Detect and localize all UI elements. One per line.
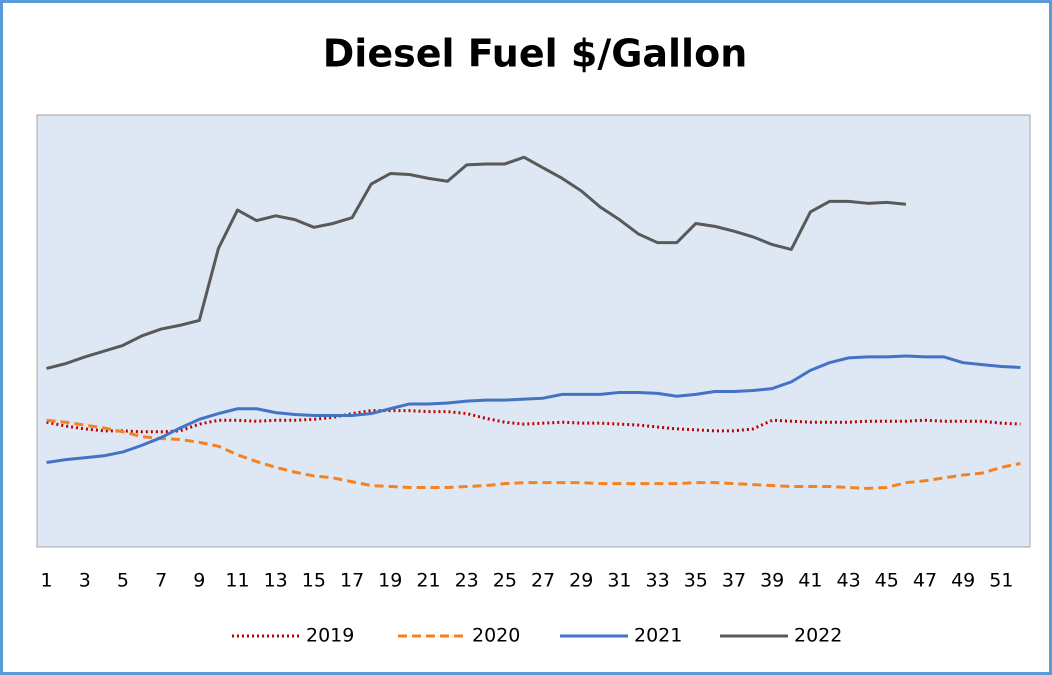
x-tick-label: 45 <box>875 570 899 592</box>
legend-label: 2021 <box>634 625 682 647</box>
x-tick-label: 21 <box>416 570 440 592</box>
x-tick-label: 43 <box>836 570 860 592</box>
x-tick-label: 27 <box>531 570 555 592</box>
chart-title: Diesel Fuel $/Gallon <box>323 32 748 76</box>
x-tick-label: 7 <box>155 570 167 592</box>
series-line <box>46 418 1021 490</box>
x-tick-label: 13 <box>264 570 288 592</box>
x-tick-label: 33 <box>646 570 670 592</box>
x-tick-label: 23 <box>455 570 479 592</box>
x-tick-label: 25 <box>493 570 517 592</box>
series-line <box>46 354 1021 465</box>
x-tick-label: 47 <box>913 570 937 592</box>
x-tick-label: 9 <box>193 570 205 592</box>
x-tick-label: 1 <box>41 570 53 592</box>
x-tick-label: 37 <box>722 570 746 592</box>
x-tick-label: 31 <box>607 570 631 592</box>
legend-label: 2022 <box>794 625 842 647</box>
x-tick-label: 39 <box>760 570 784 592</box>
x-tick-label: 5 <box>117 570 129 592</box>
x-tick-label: 49 <box>951 570 975 592</box>
plot-area <box>36 114 1031 548</box>
legend-label: 2020 <box>472 625 520 647</box>
x-tick-label: 35 <box>684 570 708 592</box>
legend-label: 2019 <box>306 625 354 647</box>
x-tick-label: 17 <box>340 570 364 592</box>
series-line <box>46 409 1021 434</box>
x-tick-label: 29 <box>569 570 593 592</box>
x-tick-label: 3 <box>79 570 91 592</box>
x-tick-label: 41 <box>798 570 822 592</box>
x-tick-label: 15 <box>302 570 326 592</box>
series-line <box>46 155 907 370</box>
x-tick-label: 19 <box>378 570 402 592</box>
x-tick-label: 51 <box>989 570 1013 592</box>
x-tick-label: 11 <box>225 570 249 592</box>
